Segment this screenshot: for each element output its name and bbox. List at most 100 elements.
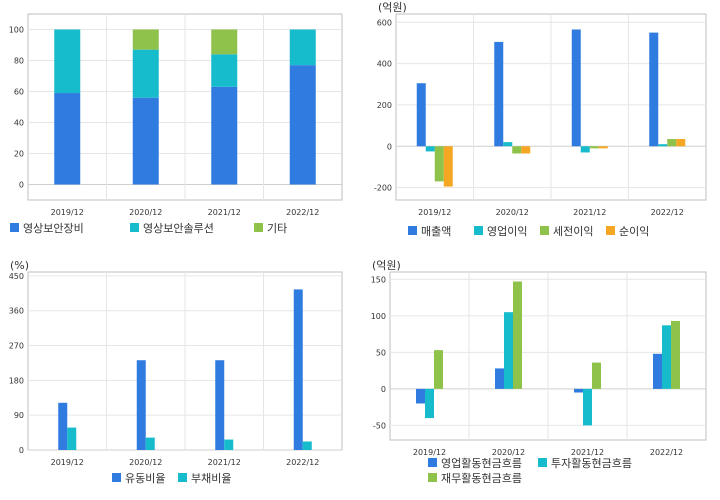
- x-tick-label: 2022/12: [651, 208, 684, 217]
- legend-swatch: [10, 223, 19, 232]
- legend-label: 영상보안솔루션: [143, 222, 214, 235]
- y-tick-label: 50: [376, 348, 386, 357]
- bar-순이익-2021/12: [598, 146, 608, 149]
- x-tick-label: 2019/12: [418, 208, 451, 217]
- bar-기타-2021/12: [211, 29, 238, 55]
- bar-영업활동현금흐름-2021/12: [574, 388, 583, 393]
- legend-label: 순이익: [619, 225, 649, 238]
- y-tick-label: 60: [14, 88, 24, 97]
- legend-swatch: [254, 223, 263, 232]
- y-tick-label: 270: [9, 342, 24, 351]
- y-tick-label: -50: [373, 421, 386, 430]
- bar-영업이익-2021/12: [580, 146, 590, 153]
- legend-label: 세전이익: [553, 225, 593, 238]
- y-tick-label: 0: [19, 446, 24, 455]
- x-tick-label: 2020/12: [129, 208, 162, 217]
- legend-label: 매출액: [421, 225, 451, 238]
- bar-매출액-2019/12: [416, 83, 426, 147]
- bar-순이익-2022/12: [676, 139, 686, 147]
- bar-영업활동현금흐름-2022/12: [653, 353, 662, 389]
- bar-재무활동현금흐름-2020/12: [513, 281, 522, 389]
- y-tick-label: 400: [377, 60, 392, 69]
- bar-세전이익-2021/12: [589, 146, 599, 149]
- legend-label: 유동비율: [125, 472, 165, 485]
- legend-swatch: [178, 473, 187, 482]
- bar-부채비율-2020/12: [145, 437, 155, 450]
- x-tick-label: 2021/12: [573, 208, 606, 217]
- chart-4: (억원) -50 0 50 100 150 2019/12 2020/12 2021/12 202…: [371, 259, 707, 485]
- y-tick-label: 450: [9, 272, 24, 281]
- bar-영상보안솔루션-2021/12: [211, 54, 238, 87]
- bar-투자활동현금흐름-2020/12: [504, 312, 513, 389]
- x-tick-label: 2020/12: [496, 208, 529, 217]
- bar-세전이익-2020/12: [512, 146, 522, 154]
- bar-유동비율-2022/12: [293, 289, 303, 450]
- legend-label: 투자활동현금흐름: [551, 456, 632, 470]
- bar-영업활동현금흐름-2019/12: [416, 388, 425, 404]
- legend-swatch: [130, 223, 139, 232]
- bar-재무활동현금흐름-2019/12: [434, 350, 443, 389]
- x-tick-label: 2022/12: [286, 458, 319, 467]
- x-tick-label: 2019/12: [51, 208, 84, 217]
- legend-swatch: [474, 226, 483, 235]
- bar-영상보안장비-2019/12: [54, 93, 81, 185]
- bar-부채비율-2019/12: [67, 427, 77, 450]
- y-tick-label: 150: [371, 275, 386, 284]
- bar-영업이익-2020/12: [503, 142, 513, 147]
- bar-재무활동현금흐름-2021/12: [592, 362, 601, 389]
- bar-영상보안솔루션-2020/12: [132, 49, 159, 98]
- x-tick-label: 2021/12: [208, 458, 241, 467]
- y-tick-label: 200: [377, 101, 392, 110]
- legend-swatch: [408, 226, 417, 235]
- bar-유동비율-2020/12: [136, 360, 146, 450]
- bar-영업이익-2022/12: [658, 144, 668, 147]
- bar-영상보안솔루션-2022/12: [289, 29, 316, 66]
- y-tick-label: 90: [14, 411, 24, 420]
- legend-label: 재무활동현금흐름: [441, 471, 522, 485]
- y-tick-label: 20: [14, 150, 24, 159]
- x-tick-label: 2019/12: [51, 458, 84, 467]
- y-tick-label: 100: [371, 312, 386, 321]
- bar-유동비율-2019/12: [58, 402, 68, 450]
- x-tick-label: 2020/12: [129, 458, 162, 467]
- bar-영상보안장비-2020/12: [132, 97, 159, 185]
- bar-매출액-2020/12: [494, 41, 504, 147]
- bar-유동비율-2021/12: [215, 360, 225, 450]
- bar-투자활동현금흐름-2019/12: [425, 388, 434, 419]
- legend-label: 기타: [267, 222, 287, 235]
- legend-swatch: [606, 226, 615, 235]
- legend-label: 영상보안장비: [23, 222, 84, 235]
- x-tick-label: 2022/12: [286, 208, 319, 217]
- bar-기타-2020/12: [132, 29, 159, 50]
- bar-순이익-2020/12: [521, 146, 531, 154]
- x-tick-label: 2022/12: [650, 448, 683, 457]
- y-tick-label: 40: [14, 119, 24, 128]
- unit-label: (%): [10, 259, 29, 272]
- y-tick-label: -200: [374, 184, 392, 193]
- x-tick-label: 2021/12: [571, 448, 604, 457]
- bar-투자활동현금흐름-2022/12: [662, 325, 671, 389]
- bar-재무활동현금흐름-2022/12: [671, 320, 680, 389]
- legend-swatch: [428, 458, 437, 467]
- bar-매출액-2022/12: [649, 32, 659, 147]
- unit-label: (억원): [372, 259, 401, 272]
- unit-label: (억원): [378, 1, 407, 14]
- x-tick-label: 2021/12: [208, 208, 241, 217]
- bar-순이익-2019/12: [443, 146, 453, 187]
- y-tick-label: 0: [381, 385, 386, 394]
- y-tick-label: 180: [9, 376, 24, 385]
- bar-영업활동현금흐름-2020/12: [495, 368, 504, 389]
- y-tick-label: 600: [377, 18, 392, 27]
- y-tick-label: 100: [9, 26, 24, 35]
- bar-세전이익-2022/12: [667, 139, 677, 147]
- legend-swatch: [540, 226, 549, 235]
- bar-영상보안장비-2022/12: [289, 65, 316, 185]
- legend-swatch: [538, 458, 547, 467]
- bar-세전이익-2019/12: [434, 146, 444, 182]
- bar-영업이익-2019/12: [425, 146, 435, 152]
- x-tick-label: 2019/12: [413, 448, 446, 457]
- y-tick-label: 0: [387, 142, 392, 151]
- bar-영상보안솔루션-2019/12: [54, 29, 81, 94]
- legend-swatch: [112, 473, 121, 482]
